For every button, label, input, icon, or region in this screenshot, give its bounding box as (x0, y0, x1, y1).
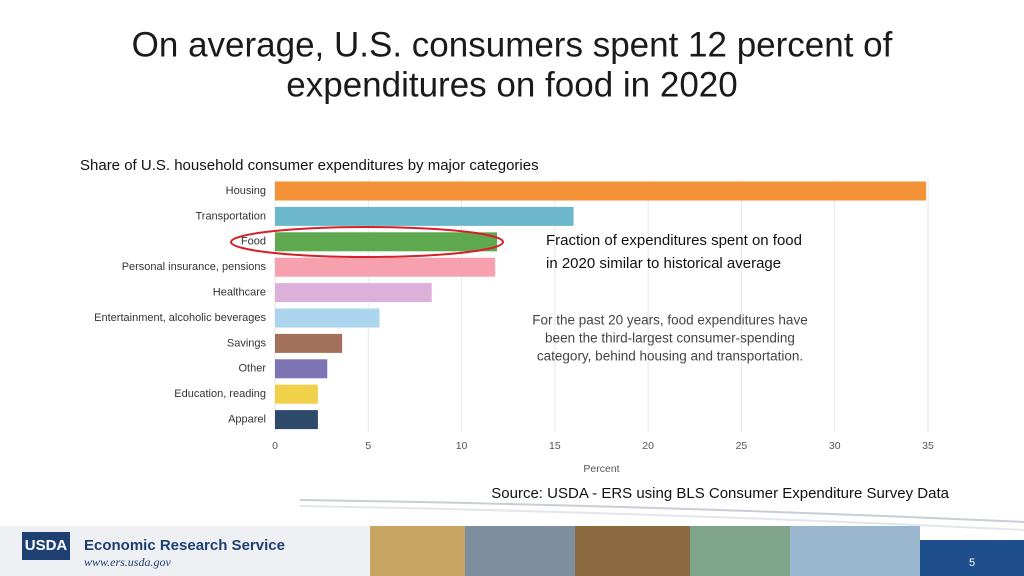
y-tick-label: Food (241, 236, 266, 248)
y-tick-label: Transportation (195, 210, 266, 222)
page-number: 5 (969, 557, 975, 569)
y-tick-label: Healthcare (213, 287, 266, 299)
url: www.ers.usda.gov (84, 555, 171, 569)
photo (370, 526, 465, 576)
photo (690, 526, 790, 576)
note: been the third-largest consumer-spending (545, 331, 795, 346)
bar (275, 384, 318, 404)
y-tick-label: Housing (226, 185, 266, 197)
agency: Economic Research Service (84, 537, 285, 554)
source: Source: USDA - ERS using BLS Consumer Ex… (491, 485, 949, 502)
chart-title: Share of U.S. household consumer expendi… (80, 157, 539, 174)
slide-title: expenditures on food in 2020 (286, 65, 737, 104)
photo (790, 526, 920, 576)
bar (275, 206, 574, 226)
swoosh (299, 505, 1024, 531)
highlight-ellipse (230, 226, 504, 258)
bar (275, 359, 328, 379)
y-tick-label: Entertainment, alcoholic beverages (94, 312, 266, 324)
x-tick-label: 15 (549, 440, 561, 452)
logo: USDA (25, 537, 68, 554)
slide-title: On average, U.S. consumers spent 12 perc… (132, 25, 893, 64)
y-tick-label: Other (238, 363, 266, 375)
x-tick-label: 35 (922, 440, 934, 452)
bar (275, 410, 318, 430)
x-axis-label: Percent (583, 463, 619, 475)
annotation: Fraction of expenditures spent on food (546, 232, 802, 249)
plot: 0 5 10 15 20 25 30 35 Percent Housing Transportati… (94, 179, 934, 475)
bar (275, 308, 380, 328)
bar (275, 283, 432, 303)
annotation: in 2020 similar to historical average (546, 255, 781, 272)
x-tick-label: 10 (456, 440, 468, 452)
y-tick-label: Savings (227, 337, 267, 349)
x-tick-label: 25 (736, 440, 748, 452)
bar (275, 333, 343, 353)
note: For the past 20 years, food expenditures… (532, 313, 807, 328)
logo-box (22, 532, 70, 560)
x-tick-label: 20 (642, 440, 654, 452)
note: category, behind housing and transportat… (537, 349, 803, 364)
y-tick-label: Personal insurance, pensions (122, 261, 267, 273)
page-band (920, 540, 1024, 576)
bar (275, 181, 927, 201)
x-tick-label: 5 (365, 440, 371, 452)
x-tick-label: 0 (272, 440, 278, 452)
x-tick-label: 30 (829, 440, 841, 452)
photo (575, 526, 690, 576)
photo (465, 526, 575, 576)
swoosh (299, 499, 1024, 523)
y-tick-label: Apparel (228, 414, 266, 426)
bar (275, 232, 498, 252)
bar (275, 257, 496, 277)
y-tick-label: Education, reading (174, 388, 266, 400)
